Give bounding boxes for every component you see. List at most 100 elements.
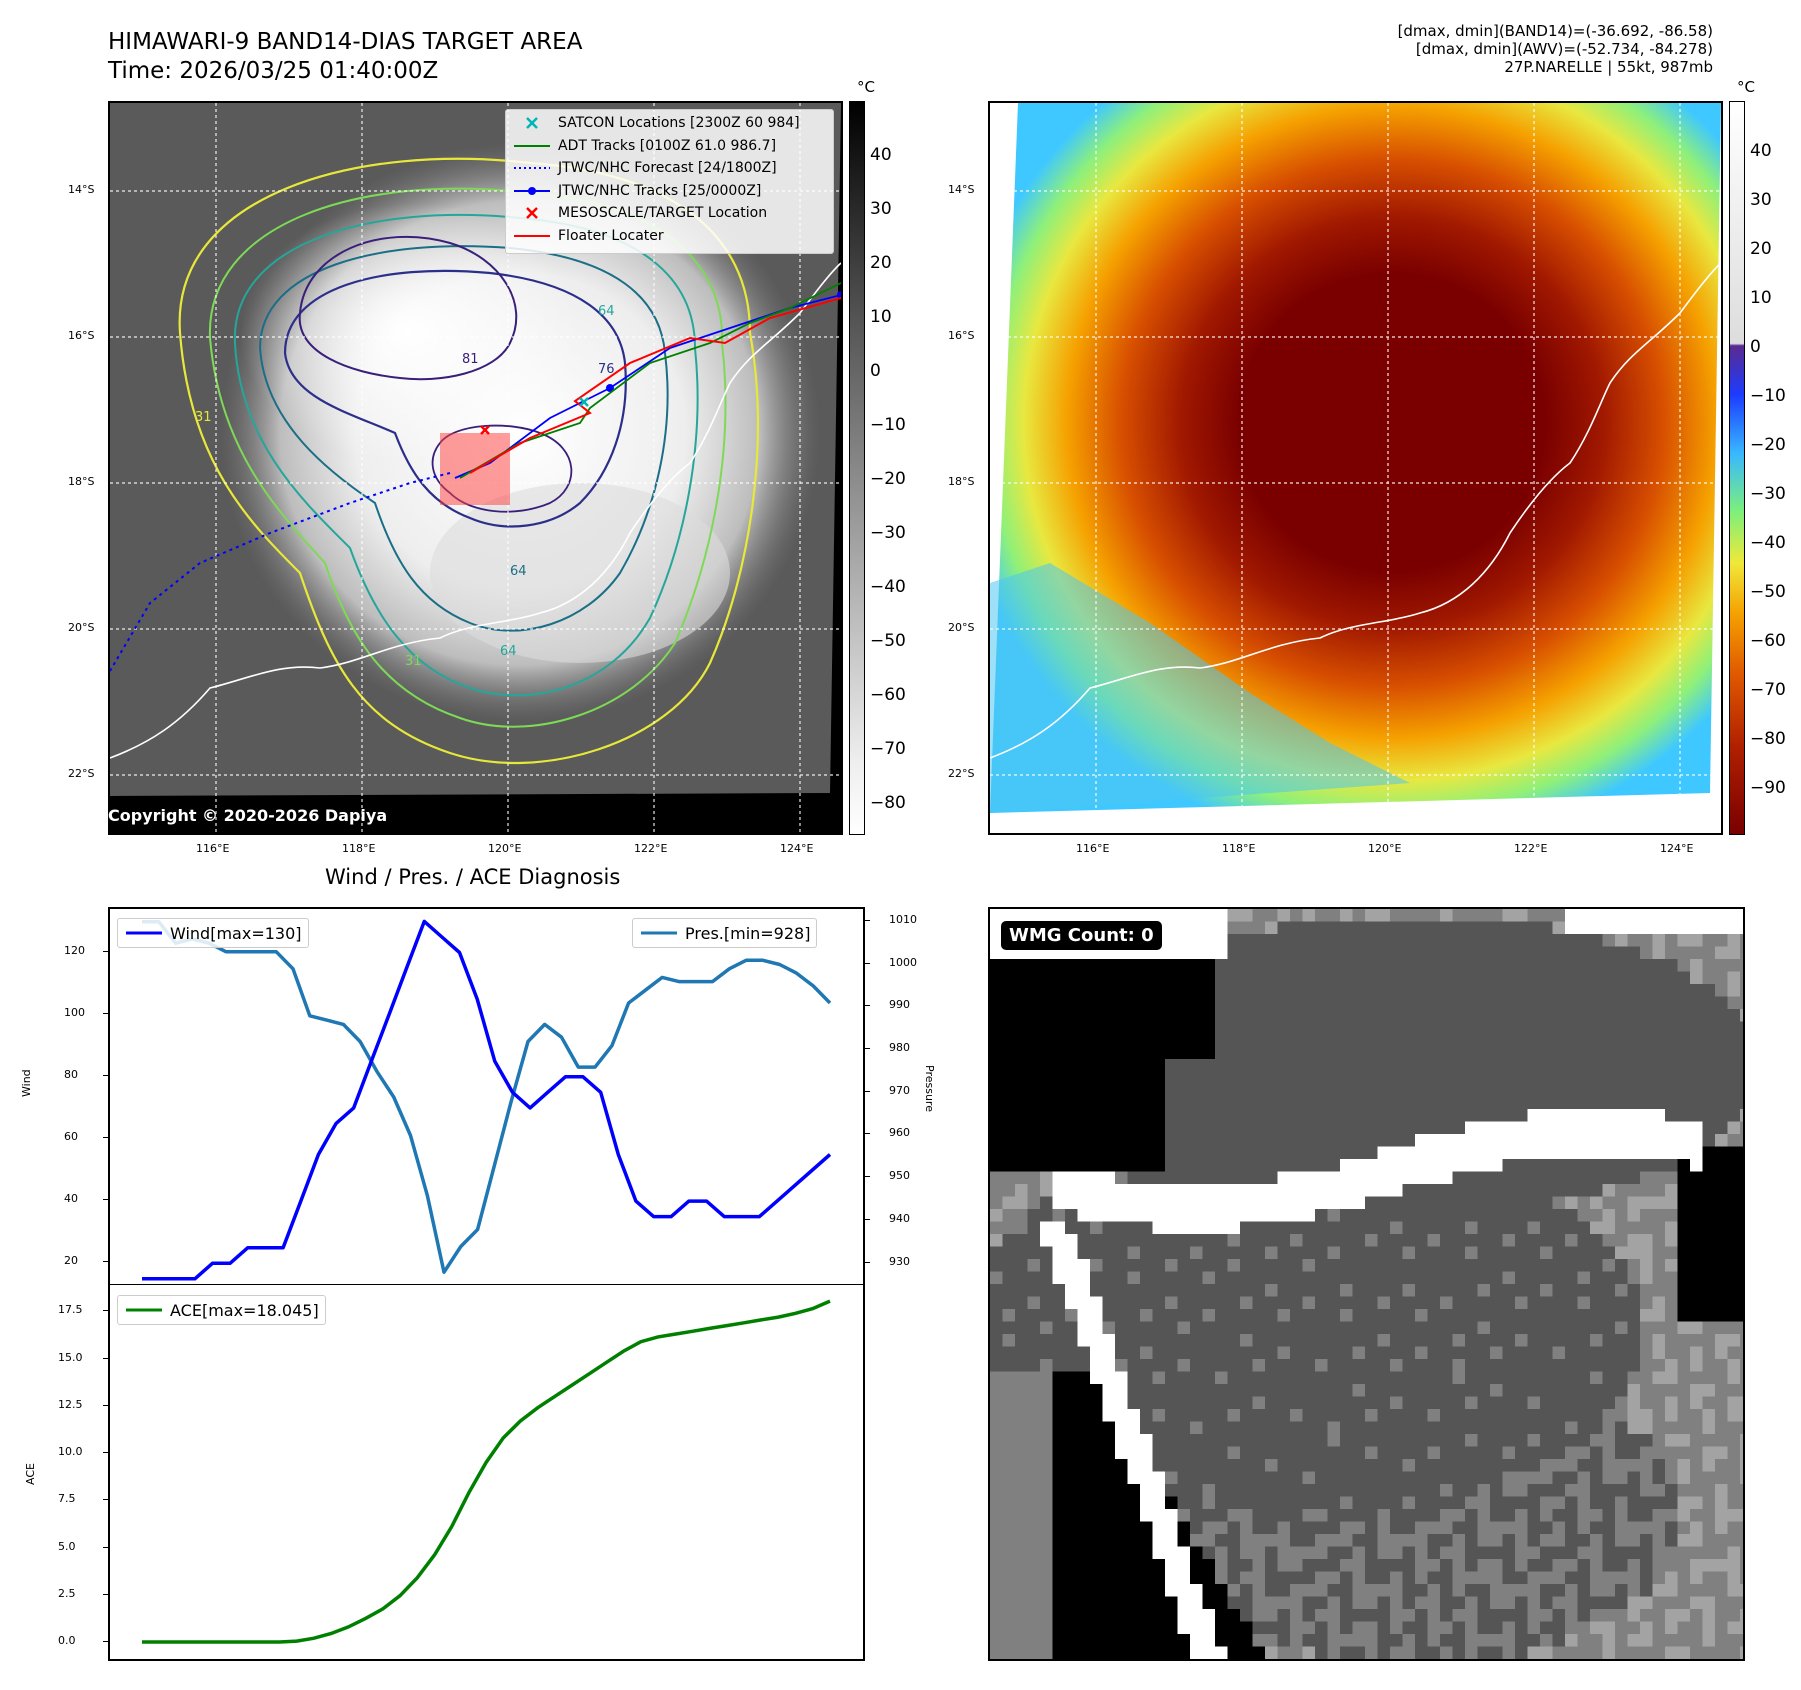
legend-label: JTWC/NHC Forecast [24/1800Z] (558, 160, 777, 177)
wind-tick-label: 100 (64, 1005, 85, 1019)
title-line-2: Time: 2026/03/25 01:40:00Z (108, 58, 439, 84)
legend-pres: Pres.[min=928] (639, 922, 810, 944)
page-title: HIMAWARI-9 BAND14-DIAS TARGET AREA Time:… (108, 28, 582, 86)
legend-tracks: JTWC/NHC Tracks [25/0000Z] (506, 180, 833, 203)
colorbar-tick: 20 (1750, 239, 1772, 259)
colorbar-tick: −70 (1750, 680, 1786, 700)
colorbar-tick: 40 (870, 145, 892, 165)
tick-mark (103, 1499, 108, 1501)
wind-tick-label: 80 (64, 1067, 78, 1081)
legend-forecast: JTWC/NHC Forecast [24/1800Z] (506, 157, 833, 180)
ace-tick-label: 17.5 (58, 1303, 83, 1317)
wind-tick-label: 60 (64, 1129, 78, 1143)
pressure-tick-label: 1010 (889, 912, 917, 926)
storm-info: 27P.NARELLE | 55kt, 987mb (1504, 58, 1713, 76)
colorbar-tick: 30 (1750, 190, 1772, 210)
wind-tick-label: 20 (64, 1254, 78, 1268)
pressure-tick-label: 930 (889, 1254, 910, 1268)
ace-axis-label: ACE (24, 1463, 37, 1485)
pres-legend: Pres.[min=928] (632, 918, 818, 948)
lon-label: 118°E (342, 842, 376, 855)
pressure-series-line (142, 920, 832, 1274)
wind-legend: Wind[max=130] (117, 918, 309, 948)
pressure-tick-label: 950 (889, 1169, 910, 1183)
pressure-tick-label: 960 (889, 1126, 910, 1140)
ace-tick-label: 10.0 (58, 1445, 83, 1459)
tick-mark (103, 1074, 108, 1076)
line-icon (514, 233, 550, 239)
pressure-tick-label: 1000 (889, 955, 917, 969)
line-icon (126, 930, 162, 936)
tick-mark (103, 1546, 108, 1548)
pressure-tick-label: 940 (889, 1211, 910, 1225)
colorbar-tick: 30 (870, 199, 892, 219)
ace-series-line (142, 1299, 831, 1644)
ace-chart (108, 1284, 865, 1661)
colorbar-tick: −10 (1750, 386, 1786, 406)
ace-tick-label: 5.0 (58, 1539, 76, 1553)
awv-map-image (990, 103, 1721, 833)
lat-label: 14°S (68, 183, 95, 196)
tick-mark (865, 962, 870, 964)
line-dot-icon (514, 186, 550, 196)
lat-label: 22°S (68, 767, 95, 780)
colorbar-tick: −60 (1750, 631, 1786, 651)
wind-pres-chart (108, 907, 865, 1285)
colorbar-tick: 0 (1750, 337, 1761, 357)
wind-series-line (142, 919, 832, 1281)
wind-pres-plot (142, 919, 832, 1281)
lon-label: 116°E (1076, 842, 1110, 855)
lat-label: 18°S (948, 475, 975, 488)
dotted-line-icon (514, 165, 550, 171)
pressure-axis-label: Pressure (923, 1065, 936, 1112)
stats-block: [dmax, dmin](BAND14)=(-36.692, -86.58) [… (1398, 22, 1713, 76)
colorbar-tick: −20 (870, 469, 906, 489)
lon-label: 122°E (634, 842, 668, 855)
tick-mark (103, 1199, 108, 1201)
lat-label: 16°S (68, 329, 95, 342)
lon-label: 122°E (1514, 842, 1548, 855)
legend-satcon: SATCON Locations [2300Z 60 984] (506, 112, 833, 135)
wmg-count-badge: WMG Count: 0 (1001, 921, 1162, 950)
tick-mark (865, 1005, 870, 1007)
colorbar-right-unit: °C (1737, 78, 1755, 96)
legend-label: Wind[max=130] (170, 923, 302, 943)
wmg-panel (988, 907, 1745, 1661)
colorbar-left-unit: °C (857, 78, 875, 96)
lat-label: 18°S (68, 475, 95, 488)
colorbar-tick: −10 (870, 415, 906, 435)
lon-label: 116°E (196, 842, 230, 855)
stats-band14: [dmax, dmin](BAND14)=(-36.692, -86.58) (1397, 22, 1713, 40)
colorbar-tick: −70 (870, 739, 906, 759)
tick-mark (865, 1218, 870, 1220)
legend-label: ADT Tracks [0100Z 61.0 986.7] (558, 137, 777, 154)
contour-label: 64 (598, 304, 615, 319)
lat-label: 20°S (68, 621, 95, 634)
tick-mark (865, 1048, 870, 1049)
ace-tick-label: 12.5 (58, 1397, 83, 1411)
lon-label: 118°E (1222, 842, 1256, 855)
colorbar-tick: −40 (870, 577, 906, 597)
colorbar-tick: 10 (1750, 288, 1772, 308)
ace-tick-label: 0.0 (58, 1634, 76, 1647)
tick-mark (865, 1261, 870, 1263)
lat-label: 16°S (948, 329, 975, 342)
colorbar-tick: 40 (1750, 141, 1772, 161)
legend-label: Floater Locater (558, 227, 664, 244)
line-icon (514, 143, 550, 149)
legend-adt: ADT Tracks [0100Z 61.0 986.7] (506, 135, 833, 158)
tick-mark (865, 1133, 870, 1135)
pressure-tick-label: 980 (889, 1041, 910, 1054)
legend-label: Pres.[min=928] (685, 923, 811, 943)
pressure-tick-label: 990 (889, 998, 910, 1012)
colorbar-tick: −50 (870, 631, 906, 651)
wind-axis-label: Wind (20, 1069, 33, 1097)
colorbar-tick: −80 (870, 793, 906, 813)
tick-mark (103, 950, 108, 952)
colorbar-tick: 0 (870, 361, 881, 381)
lon-label: 120°E (488, 842, 522, 855)
copyright-text: Copyright © 2020-2026 Dapiya (108, 806, 388, 825)
contour-label: 31 (405, 654, 422, 669)
colorbar-tick: −30 (870, 523, 906, 543)
contour-label: 31 (195, 410, 212, 425)
